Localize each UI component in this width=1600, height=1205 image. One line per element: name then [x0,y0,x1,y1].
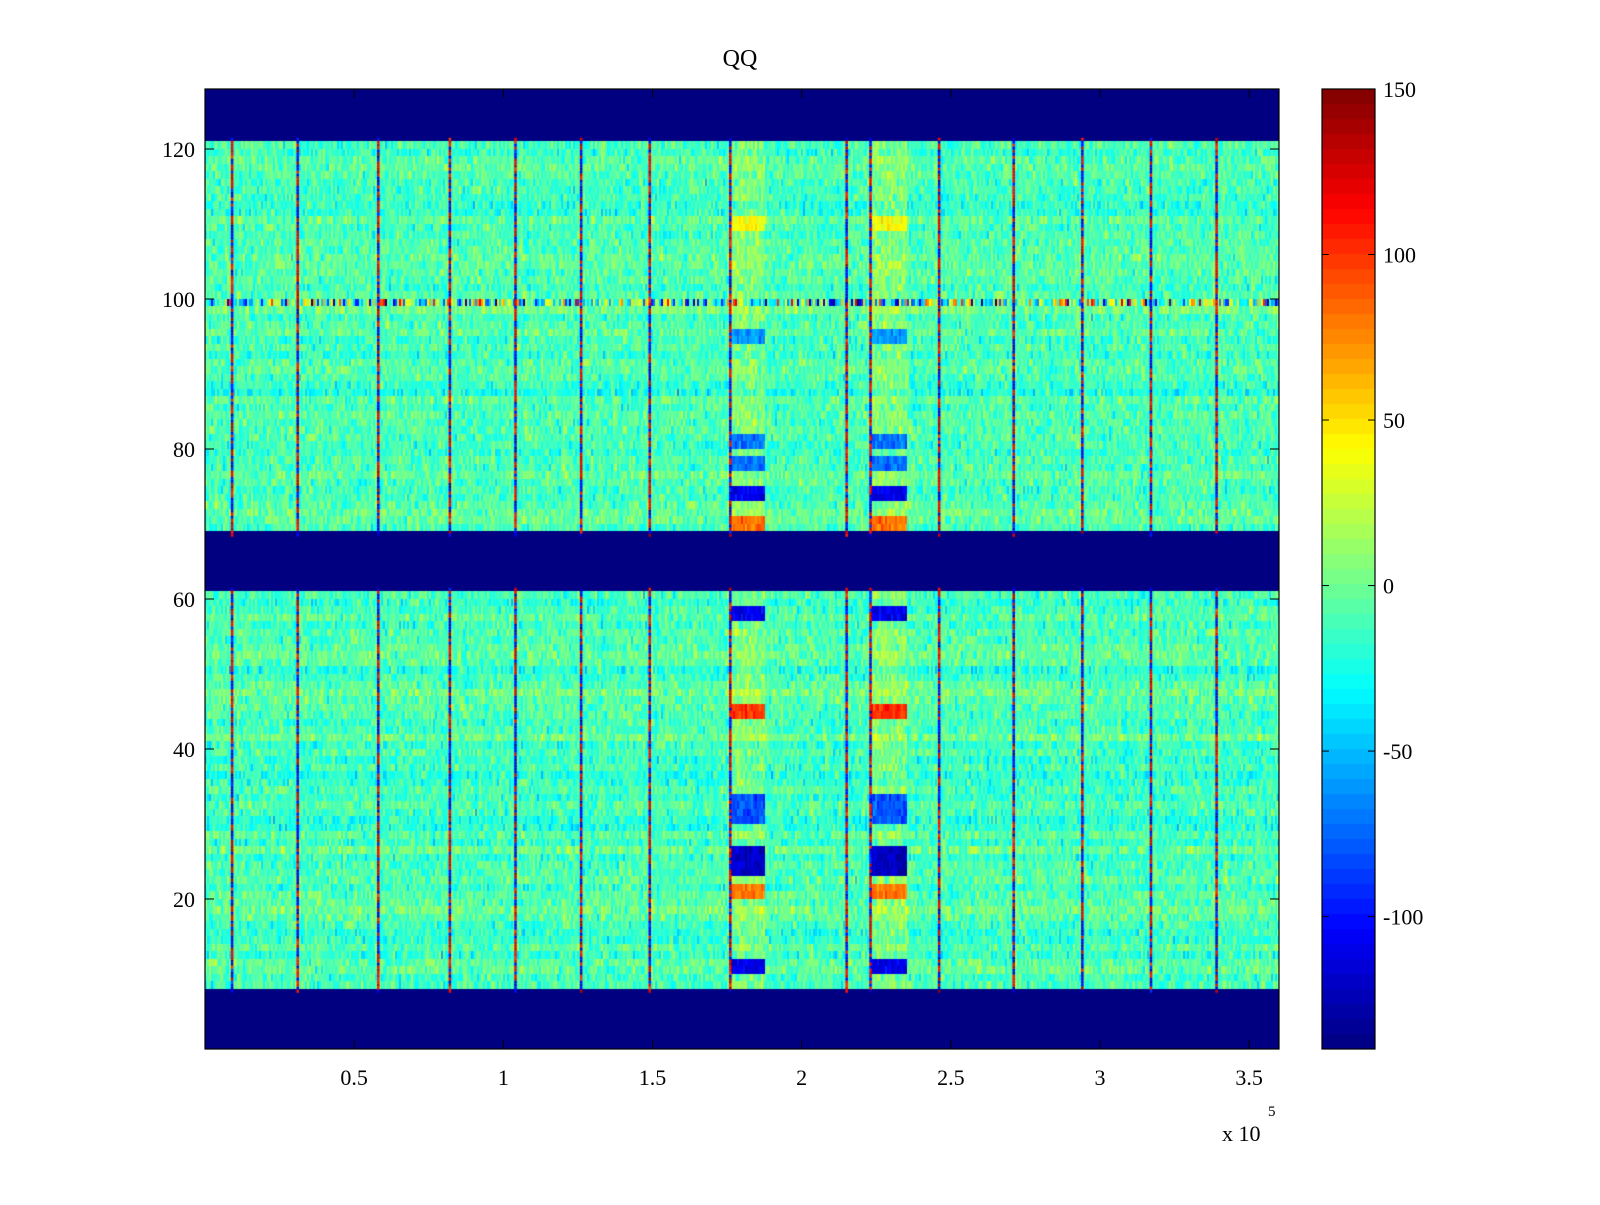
y-tick-label: 120 [162,137,195,162]
colorbar-tick-label: 100 [1383,243,1416,268]
chart-title: QQ [723,46,758,72]
y-tick-label: 60 [173,587,195,612]
x-tick-label: 1 [498,1065,509,1090]
colorbar-tick-label: -50 [1383,739,1412,764]
x-tick-label: 2.5 [937,1065,965,1090]
y-axis: 20 40 60 80 100 120 [162,137,1279,912]
x-axis-exponent-base: x 10 [1222,1121,1261,1146]
y-tick-label: 80 [173,437,195,462]
colorbar [1322,89,1375,1049]
x-tick-label: 1.5 [639,1065,667,1090]
colorbar-frame [1321,88,1376,1050]
y-tick-label: 40 [173,737,195,762]
y-tick-label: 100 [162,287,195,312]
colorbar-tick-label: 150 [1383,77,1416,102]
heatmap-cells [205,89,1279,1049]
x-axis: 0.5 1 1.5 2 2.5 3 3.5 [340,89,1263,1090]
y-tick-label: 20 [173,887,195,912]
colorbar-axis: 150 100 50 0 -50 -100 [1322,77,1423,930]
x-tick-label: 3 [1095,1065,1106,1090]
colorbar-tick-label: -100 [1383,905,1423,930]
plot-frame [204,88,1280,1050]
colorbar-tick-label: 50 [1383,408,1405,433]
x-axis-exponent-power: 5 [1268,1104,1276,1120]
colorbar-tick-label: 0 [1383,574,1394,599]
x-tick-label: 3.5 [1235,1065,1263,1090]
x-tick-label: 2 [796,1065,807,1090]
x-tick-label: 0.5 [340,1065,368,1090]
